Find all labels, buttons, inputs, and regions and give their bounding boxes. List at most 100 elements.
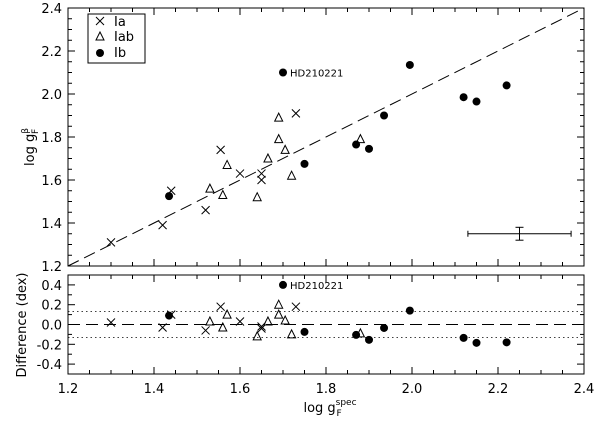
x-axis-title-sup: spec <box>336 398 357 408</box>
bottom-point-triangle <box>217 321 228 332</box>
top-y-axis-title-sup: β <box>21 128 31 134</box>
bottom-point-triangle <box>286 328 297 339</box>
top-annotation-label: HD210221 <box>290 69 343 80</box>
top-point-dot <box>405 60 414 69</box>
bottom-point-cross-stroke <box>291 302 301 312</box>
top-point-cross-stroke <box>257 169 266 178</box>
top-point-cross-stroke <box>257 175 266 185</box>
bottom-point-cross <box>201 326 210 335</box>
bottom-point-triangle <box>263 315 273 326</box>
top-y-tick-label: 2.4 <box>41 2 62 17</box>
top-y-tick-label: 1.2 <box>41 260 62 275</box>
top-point-triangle <box>280 144 290 154</box>
top-point-cross <box>216 145 226 155</box>
legend-dot-marker <box>96 49 104 57</box>
bottom-point-cross <box>106 318 116 327</box>
top-point-cross-stroke <box>106 237 116 247</box>
top-point-triangle <box>205 182 215 193</box>
top-point-cross-stroke <box>235 169 245 178</box>
top-point-cross <box>106 237 116 247</box>
bottom-point-dot <box>279 280 287 289</box>
top-point-dot <box>472 97 481 106</box>
bottom-y-tick-label: -0.2 <box>37 338 62 353</box>
bottom-point-cross <box>235 317 245 326</box>
bottom-point-triangle <box>280 314 290 325</box>
top-point-cross-stroke <box>158 220 167 230</box>
x-tick-label: 2.0 <box>402 382 423 397</box>
legend-label-iab: Iab <box>114 30 134 45</box>
x-tick-label: 1.2 <box>58 382 79 397</box>
top-y-tick-label: 2.2 <box>41 45 62 60</box>
bottom-point-cross-stroke <box>216 302 226 312</box>
top-y-tick-label: 1.6 <box>41 174 62 189</box>
bottom-point-triangle <box>222 308 232 319</box>
top-point-dot <box>279 68 287 77</box>
bottom-annotation-label: HD210221 <box>290 281 343 292</box>
top-point-triangle <box>217 189 228 200</box>
top-point-triangle <box>222 159 232 169</box>
top-point-dot <box>502 81 511 90</box>
bottom-point-cross-stroke <box>106 318 116 327</box>
top-point-triangle <box>286 170 297 180</box>
x-tick-label: 1.8 <box>316 382 337 397</box>
bottom-point-dot <box>365 335 373 344</box>
bottom-point-cross <box>216 302 226 312</box>
bottom-point-triangle <box>205 315 215 326</box>
top-point-cross <box>235 169 245 178</box>
top-y-axis-title: log gβF <box>21 128 41 166</box>
top-point-dot <box>352 140 361 149</box>
top-point-triangle <box>355 133 366 144</box>
top-y-axis-title-sub: F <box>31 129 41 134</box>
bottom-point-dot <box>502 338 511 347</box>
top-point-cross-stroke <box>201 205 210 215</box>
top-point-cross-stroke <box>291 108 301 118</box>
top-point-dot <box>459 93 468 102</box>
bottom-point-dot <box>300 327 309 336</box>
x-axis-title-base: log g <box>303 401 335 416</box>
top-y-axis-title-base: log g <box>23 134 38 166</box>
top-point-cross <box>201 205 210 215</box>
legend-item-ia: Ia <box>95 15 126 30</box>
bottom-point-cross <box>257 324 266 333</box>
bottom-panel: 1.2 1.4 1.6 1.8 2.0 2.2 2.4 -0.4 -0.2 0.0 0.2 0.4 HD… <box>37 274 595 397</box>
bottom-point-dot <box>352 330 361 339</box>
top-point-cross-stroke <box>216 145 226 155</box>
bottom-y-tick-label: 0.4 <box>41 279 62 294</box>
bottom-point-cross-stroke <box>158 323 167 332</box>
bottom-point-dot <box>405 306 414 315</box>
top-point-triangle <box>273 133 284 144</box>
bottom-point-dot <box>165 311 174 320</box>
top-point-cross <box>158 220 167 230</box>
legend-label-ib: Ib <box>114 46 126 61</box>
bottom-point-dot <box>459 333 468 342</box>
legend-box <box>87 13 146 64</box>
legend-item-ib: Ib <box>96 46 126 61</box>
bottom-y-tick-label: 0.0 <box>41 319 62 334</box>
top-point-dot <box>300 159 309 168</box>
x-tick-label: 2.4 <box>574 382 595 397</box>
legend-item-iab: Iab <box>95 30 134 45</box>
x-axis-title: log gspec F <box>303 398 356 419</box>
bottom-point-dot <box>472 338 481 347</box>
x-tick-label: 1.4 <box>144 382 165 397</box>
bottom-point-dot <box>380 323 389 332</box>
legend: Ia Iab Ib <box>87 13 146 64</box>
bottom-point-cross <box>291 302 301 312</box>
top-y-tick-label: 1.4 <box>41 217 62 232</box>
error-bar <box>467 226 572 241</box>
top-point-dot <box>165 192 174 201</box>
top-y-tick-label: 2.0 <box>41 88 62 103</box>
bottom-point-triangle <box>252 330 263 341</box>
top-point-dot <box>380 111 389 120</box>
bottom-y-tick-label: 0.2 <box>41 299 62 314</box>
bottom-point-cross-stroke <box>257 324 266 333</box>
top-point-triangle <box>273 112 284 122</box>
bottom-point-cross-stroke <box>235 317 245 326</box>
top-panel: 1.2 1.4 1.6 1.8 2.0 2.2 2.4 HD210221 <box>41 2 585 275</box>
top-point-dot <box>365 144 373 153</box>
legend-triangle-marker <box>95 30 105 41</box>
bottom-point-triangle <box>273 308 284 319</box>
x-axis-title-sub: F <box>337 409 342 419</box>
top-y-tick-label: 1.8 <box>41 131 62 146</box>
